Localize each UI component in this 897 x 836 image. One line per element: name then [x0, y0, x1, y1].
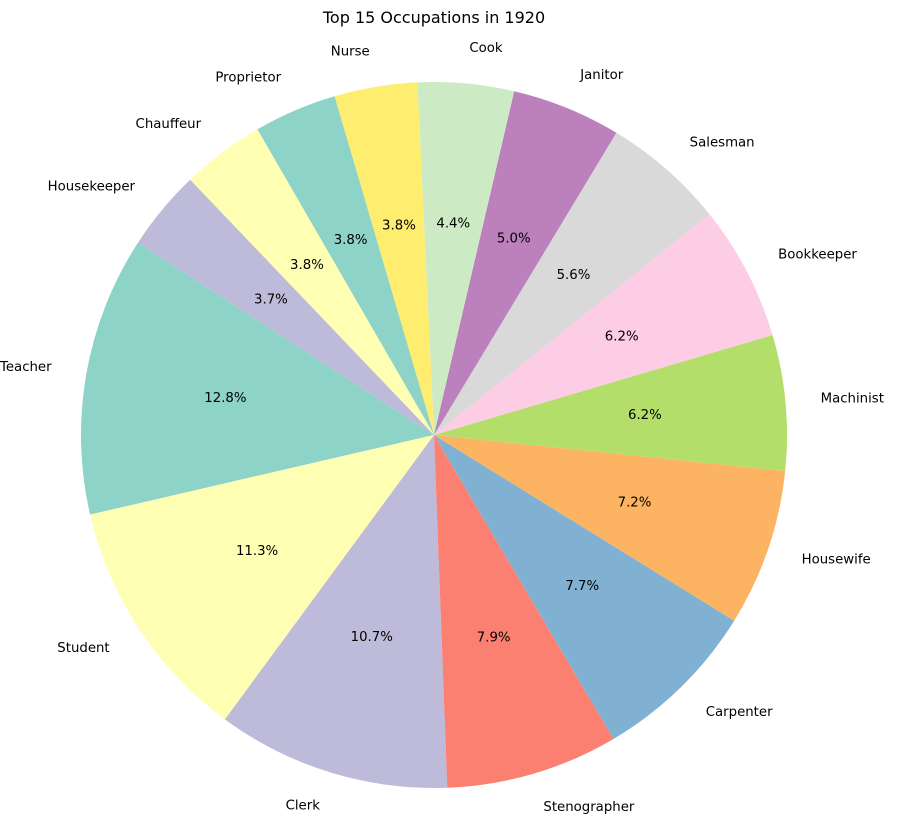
- slice-label-machinist: Machinist: [821, 392, 884, 407]
- slice-label-chauffeur: Chauffeur: [136, 117, 202, 132]
- chart-title: Top 15 Occupations in 1920: [322, 8, 545, 27]
- pct-label-clerk: 10.7%: [351, 630, 393, 645]
- pie-slice-cook: [417, 81, 515, 435]
- pie-slice-housekeeper: [137, 179, 435, 435]
- slice-label-housewife: Housewife: [802, 553, 871, 568]
- pie-slice-stenographer: [434, 435, 614, 788]
- pct-label-stenographer: 7.9%: [477, 631, 511, 646]
- pie-slice-clerk: [224, 435, 448, 788]
- pie-slice-janitor: [434, 91, 617, 435]
- pct-label-janitor: 5.0%: [497, 231, 531, 246]
- pie-slice-student: [90, 435, 434, 720]
- slice-label-clerk: Clerk: [286, 799, 321, 814]
- pct-label-proprietor: 3.8%: [334, 233, 368, 248]
- pct-label-carpenter: 7.7%: [565, 579, 599, 594]
- pie-slice-salesman: [434, 132, 710, 435]
- slice-label-proprietor: Proprietor: [215, 71, 281, 86]
- pie-slice-nurse: [334, 82, 434, 435]
- pie-slice-housewife: [434, 435, 786, 621]
- slice-label-teacher: Teacher: [0, 360, 52, 375]
- pie-slice-chauffeur: [190, 129, 434, 435]
- slice-label-nurse: Nurse: [331, 45, 370, 60]
- slice-label-housekeeper: Housekeeper: [48, 180, 136, 195]
- pie-slice-carpenter: [434, 435, 735, 739]
- slice-label-bookkeeper: Bookkeeper: [778, 248, 857, 263]
- slice-label-student: Student: [57, 641, 109, 656]
- slice-label-salesman: Salesman: [690, 135, 755, 150]
- pct-label-student: 11.3%: [236, 544, 278, 559]
- pct-label-teacher: 12.8%: [204, 391, 246, 406]
- pct-label-bookkeeper: 6.2%: [605, 329, 639, 344]
- pct-label-housewife: 7.2%: [618, 496, 652, 511]
- slice-label-janitor: Janitor: [579, 68, 624, 83]
- slice-label-cook: Cook: [469, 41, 503, 56]
- pct-label-cook: 4.4%: [436, 217, 470, 232]
- pct-label-chauffeur: 3.8%: [290, 258, 324, 273]
- pie-slice-machinist: [434, 335, 787, 471]
- pct-label-machinist: 6.2%: [628, 408, 662, 423]
- pct-label-housekeeper: 3.7%: [254, 292, 288, 307]
- slice-label-stenographer: Stenographer: [543, 800, 635, 815]
- pie-slice-proprietor: [257, 96, 434, 436]
- pie-labels: Teacher 12.8% Student 11.3% Clerk 10.7% Stenog…: [0, 41, 884, 815]
- pie-slices: [80, 81, 787, 788]
- pie-slice-teacher: [80, 242, 434, 515]
- pct-label-salesman: 5.6%: [557, 268, 591, 283]
- pct-label-nurse: 3.8%: [382, 219, 416, 234]
- pie-slice-bookkeeper: [434, 214, 773, 435]
- slice-label-carpenter: Carpenter: [706, 705, 773, 720]
